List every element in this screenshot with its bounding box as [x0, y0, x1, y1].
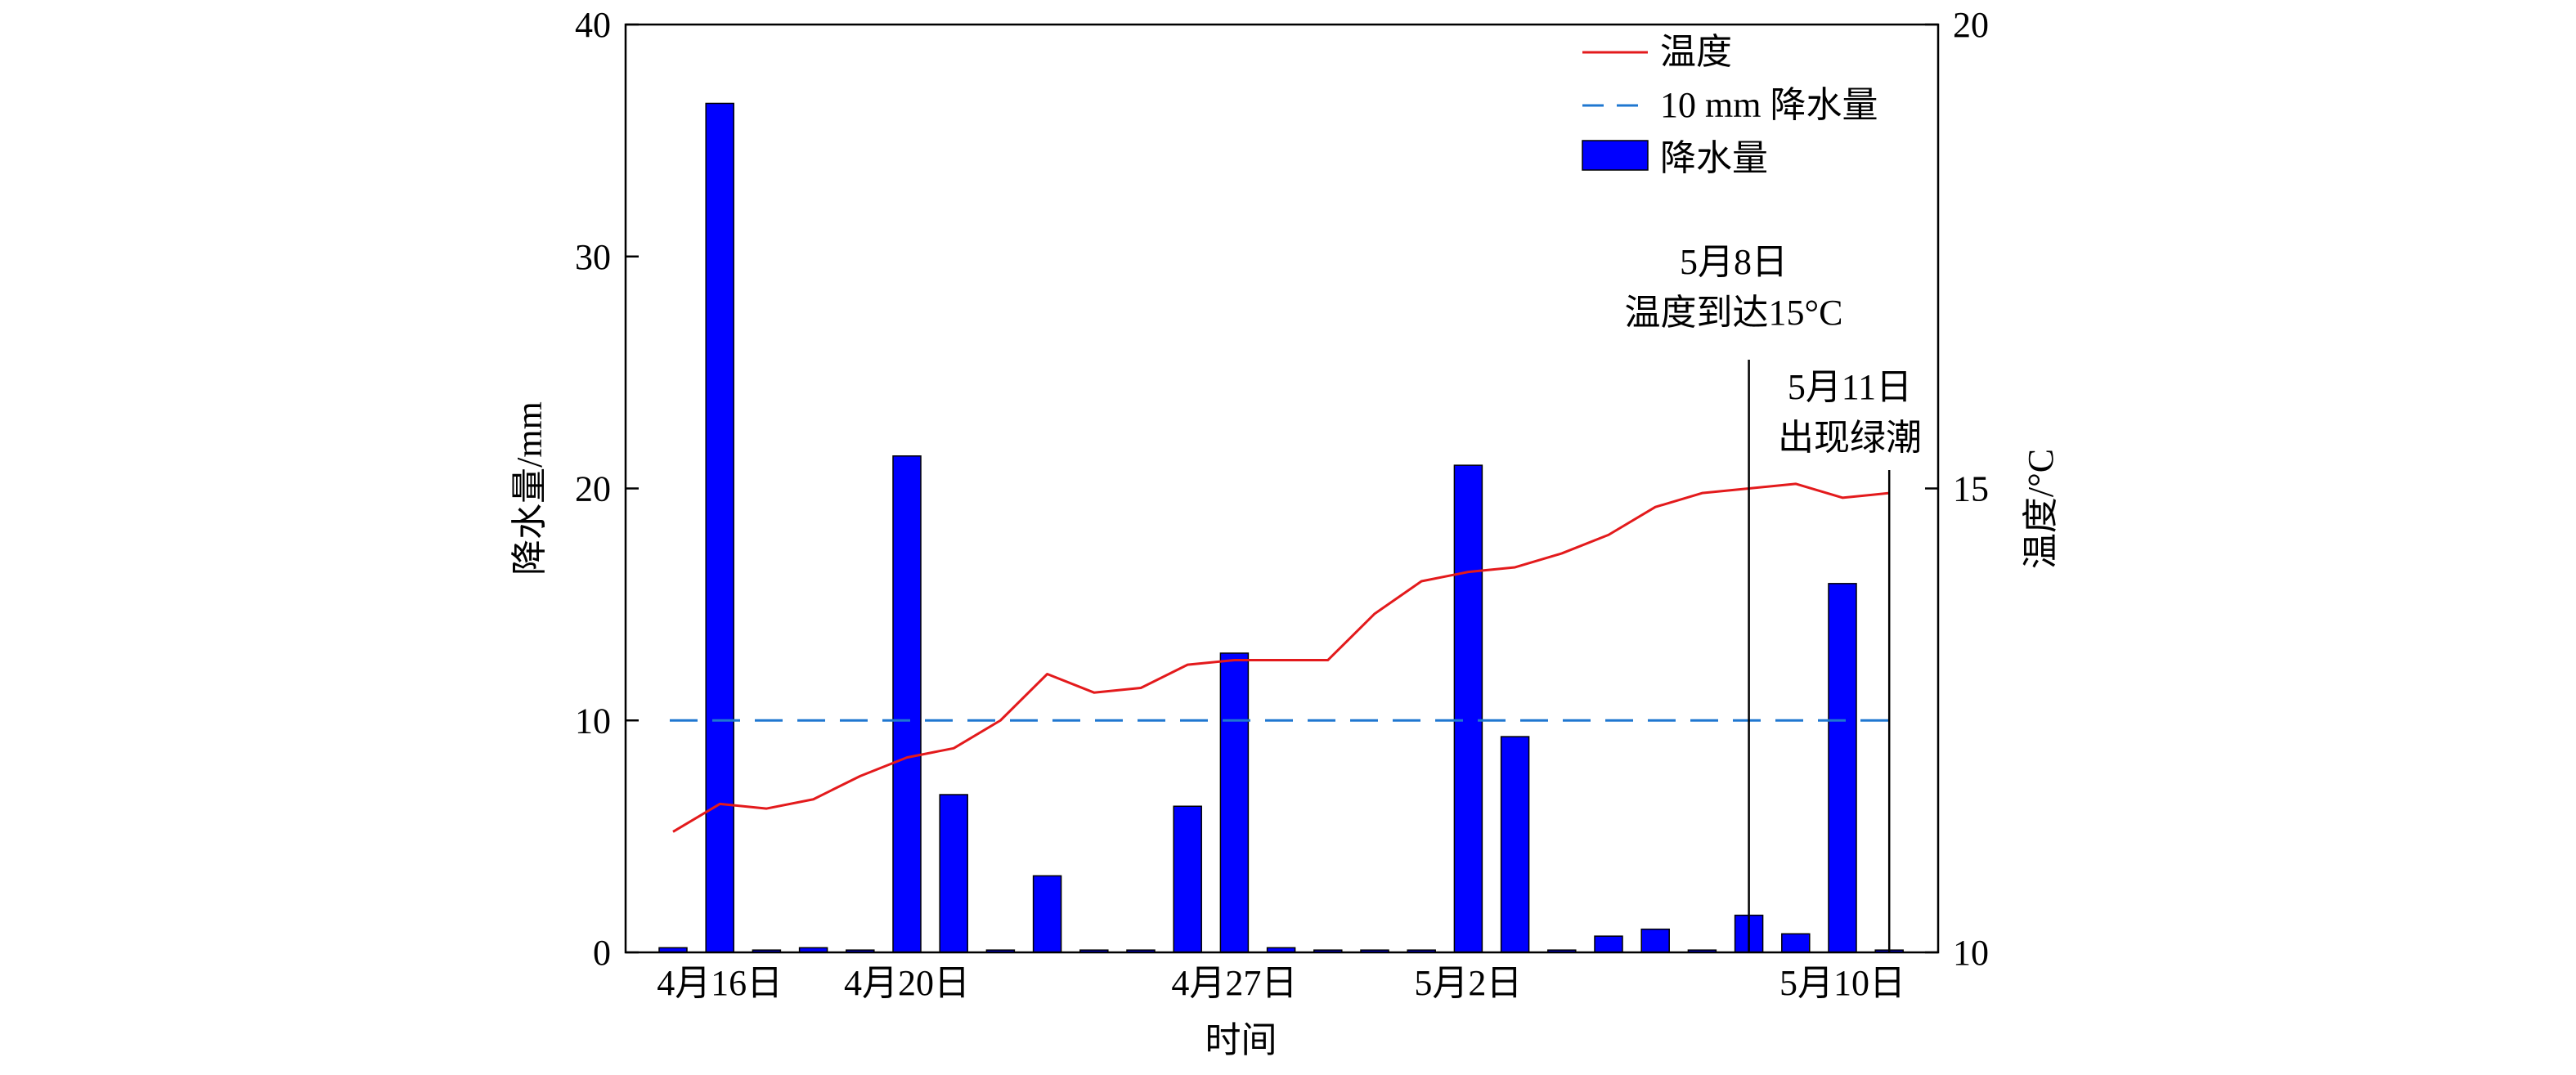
precipitation-bar [1219, 652, 1250, 953]
precipitation-bar [1173, 805, 1202, 953]
left-y-tick-label: 20 [575, 469, 611, 509]
right-y-tick-label: 20 [1953, 5, 1989, 45]
annotation-label: 5月8日 [1680, 242, 1788, 282]
annotation-label: 温度到达15°C [1625, 293, 1843, 333]
x-tick-label: 5月2日 [1414, 963, 1522, 1003]
left-y-tick-label: 0 [593, 933, 611, 973]
precipitation-bar [939, 794, 968, 953]
precipitation-bar [1828, 583, 1857, 953]
axes: 0 10 20 30 40 10 15 20 4月16日 4月20日 4月27日 5月2日 5月10日时… [509, 5, 2061, 1060]
legend-swatch-precipitation [1582, 140, 1649, 171]
legend-label-temperature: 温度 [1660, 32, 1732, 72]
legend-label-precipitation: 降水量 [1660, 138, 1768, 178]
precipitation-bar [1594, 935, 1623, 953]
annotation-label: 5月11日 [1788, 367, 1912, 407]
left-y-tick-label: 40 [575, 5, 611, 45]
temperature-line [672, 482, 1890, 833]
left-y-axis-title: 降水量/mm [509, 401, 550, 576]
annotation-label: 出现绿潮 [1778, 418, 1922, 458]
left-y-tick-label: 10 [575, 701, 611, 741]
x-tick-label: 5月10日 [1779, 963, 1905, 1003]
precipitation-bar [1453, 464, 1483, 953]
left-y-tick-label: 30 [575, 237, 611, 277]
precipitation-bars [658, 102, 1904, 953]
precipitation-bar [1500, 736, 1530, 953]
x-tick-label: 4月27日 [1171, 963, 1297, 1003]
temperature-line-group [672, 482, 1890, 833]
precipitation-bar [705, 102, 734, 953]
x-tick-label: 4月20日 [844, 963, 970, 1003]
right-y-axis-title: 温度/°C [2021, 449, 2061, 569]
x-tick-label: 4月16日 [657, 963, 783, 1003]
x-axis-title: 时间 [1205, 1020, 1277, 1060]
precipitation-bar [892, 455, 922, 953]
legend-label-reference: 10 mm 降水量 [1660, 85, 1878, 125]
precipitation-bar [1640, 928, 1670, 953]
right-y-tick-label: 15 [1953, 469, 1989, 509]
precipitation-bar [1032, 875, 1062, 953]
precipitation-bar [1781, 933, 1811, 953]
right-y-tick-label: 10 [1953, 933, 1989, 973]
